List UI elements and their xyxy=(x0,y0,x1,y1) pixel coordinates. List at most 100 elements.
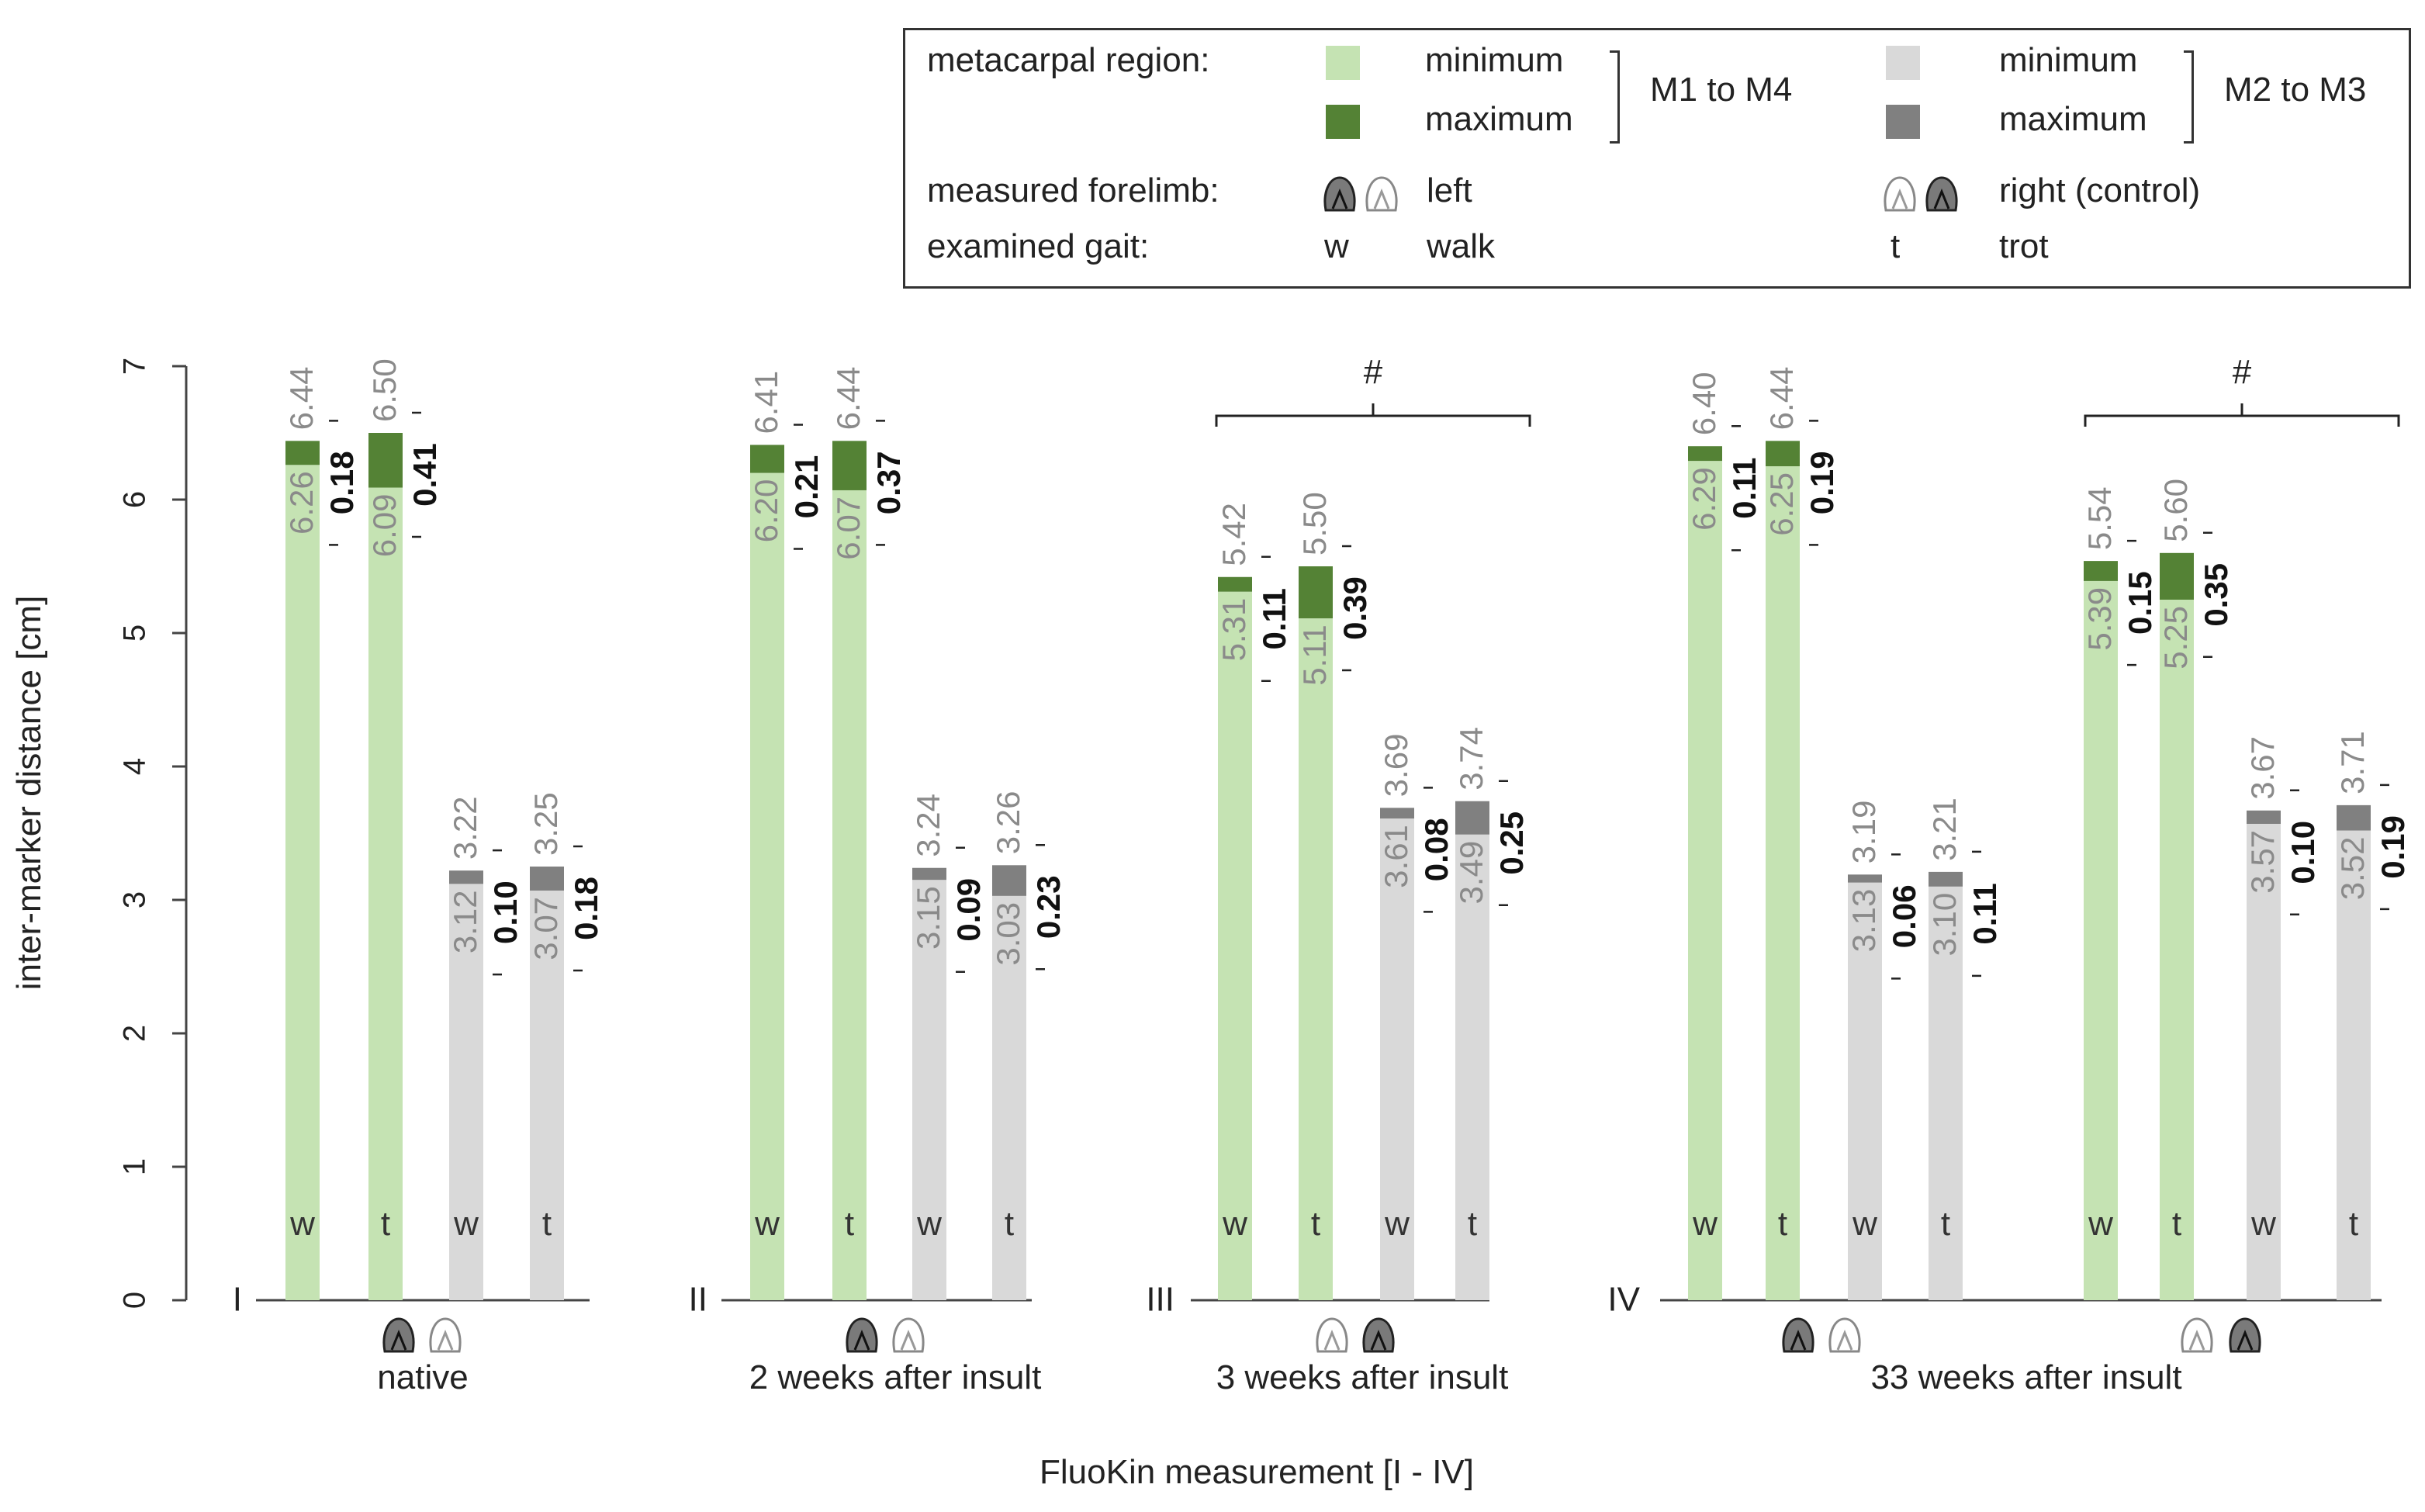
bar-min-label: 3.57 xyxy=(2244,830,2281,894)
bar-diff-label: 0.08 xyxy=(1418,818,1455,881)
bar-diff-label: 0.18 xyxy=(323,451,360,514)
diff-bracket xyxy=(1891,853,1901,980)
bar-min-label: 3.52 xyxy=(2334,837,2371,901)
y-tick-label: 6 xyxy=(118,491,152,508)
bar-range xyxy=(832,441,867,490)
bar-max-label: 5.42 xyxy=(1216,503,1252,566)
bar-range xyxy=(2084,561,2118,581)
bar-diff-label: 0.41 xyxy=(406,443,443,507)
bar-minimum xyxy=(368,487,403,1300)
bar-minimum xyxy=(2247,823,2281,1300)
hoof-light-icon xyxy=(1316,1317,1348,1353)
legend-grey-max-label: maximum xyxy=(1999,100,2147,138)
legend-t-symbol: t xyxy=(1891,227,1901,265)
group-label: 3 weeks after insult xyxy=(1216,1358,1509,1396)
bar-minimum xyxy=(1848,882,1882,1300)
legend-region-label: metacarpal region: xyxy=(927,41,1210,79)
bar-min-label: 6.07 xyxy=(830,497,867,560)
diff-bracket xyxy=(1731,424,1741,552)
bar-min-label: 3.49 xyxy=(1453,841,1489,905)
bar-diff-label: 0.23 xyxy=(1030,875,1067,939)
bar-min-label: 6.09 xyxy=(366,494,403,558)
diff-bracket xyxy=(1972,850,1981,977)
bar-max-label: 6.44 xyxy=(830,367,867,431)
bar-range xyxy=(750,445,784,473)
legend-m1-m4: M1 to M4 xyxy=(1650,71,1793,109)
bar-gait-label: t xyxy=(542,1205,552,1243)
bar-max-label: 6.40 xyxy=(1686,372,1722,435)
y-tick-label: 1 xyxy=(118,1158,152,1175)
bar-min-label: 3.07 xyxy=(528,897,564,960)
bar-max-label: 5.60 xyxy=(2157,479,2194,542)
bar-minimum xyxy=(1455,834,1489,1300)
legend-walk-label: walk xyxy=(1427,227,1496,265)
legend-bracket-m1m4 xyxy=(1610,50,1620,144)
bar-minimum xyxy=(2337,830,2371,1300)
bar-gait-label: w xyxy=(2088,1205,2113,1243)
bar-max-label: 3.74 xyxy=(1453,727,1489,791)
diff-bracket xyxy=(876,420,885,546)
bar-max-label: 3.22 xyxy=(447,796,483,860)
diff-bracket xyxy=(1036,844,1045,971)
legend-forelimb-label: measured forelimb: xyxy=(927,171,1219,209)
legend-trot-label: trot xyxy=(1999,227,2049,265)
bar-minimum xyxy=(1688,461,1722,1300)
bar-range xyxy=(912,867,946,881)
diff-bracket xyxy=(1809,420,1818,546)
diff-bracket xyxy=(2380,784,2389,911)
bar-range xyxy=(449,870,483,884)
bar-gait-label: t xyxy=(1941,1205,1950,1243)
bar-min-label: 3.10 xyxy=(1926,893,1963,957)
bar-min-label: 3.12 xyxy=(447,890,483,953)
bar-gait-label: w xyxy=(2250,1205,2276,1243)
y-axis-title: inter-marker distance [cm] xyxy=(10,596,48,991)
bar-gait-label: w xyxy=(1692,1205,1718,1243)
bar-max-label: 3.67 xyxy=(2244,736,2281,800)
significance-mark: # xyxy=(1364,353,1383,391)
y-tick-label: 4 xyxy=(118,758,152,775)
legend-bracket-m2m3 xyxy=(2184,50,2194,144)
legend-gait-label: examined gait: xyxy=(927,227,1150,265)
bar-max-label: 3.19 xyxy=(1846,801,1882,864)
legend: metacarpal region: minimum maximum M1 to… xyxy=(903,28,2411,289)
bar-min-label: 3.03 xyxy=(990,902,1026,966)
bar-gait-label: w xyxy=(289,1205,315,1243)
bar-minimum xyxy=(832,490,867,1301)
bar-minimum xyxy=(1929,886,1963,1300)
bar-gait-label: w xyxy=(453,1205,479,1243)
y-tick-label: 5 xyxy=(118,625,152,642)
bar-gait-label: t xyxy=(1468,1205,1477,1243)
bar-gait-label: t xyxy=(381,1205,390,1243)
bar-diff-label: 0.11 xyxy=(1256,588,1292,649)
bar-minimum xyxy=(1299,618,1333,1300)
legend-grey-min-swatch xyxy=(1886,46,1920,80)
bar-gait-label: t xyxy=(1778,1205,1787,1243)
bar-gait-label: t xyxy=(845,1205,854,1243)
group-label: 33 weeks after insult xyxy=(1870,1358,2181,1396)
bar-max-label: 6.41 xyxy=(748,371,784,434)
bar-gait-label: w xyxy=(1852,1205,1877,1243)
bar-gait-label: t xyxy=(2349,1205,2358,1243)
bar-min-label: 6.29 xyxy=(1686,467,1722,531)
legend-green-max-label: maximum xyxy=(1425,100,1573,138)
bar-range xyxy=(1299,566,1333,619)
bar-gait-label: w xyxy=(1222,1205,1247,1243)
bar-max-label: 3.21 xyxy=(1926,798,1963,861)
hoof-light-icon xyxy=(2181,1317,2213,1353)
group-roman-numeral: II xyxy=(689,1281,707,1319)
hoof-dark-icon xyxy=(1362,1317,1395,1353)
bar-range xyxy=(1688,446,1722,462)
bar-max-label: 3.69 xyxy=(1378,734,1414,798)
legend-green-min-label: minimum xyxy=(1425,41,1564,79)
bar-minimum xyxy=(285,465,320,1300)
bar-gait-label: t xyxy=(2172,1205,2181,1243)
diff-bracket xyxy=(2127,539,2136,666)
x-axis-title: FluoKin measurement [I - IV] xyxy=(1040,1453,1474,1491)
bar-range xyxy=(2160,552,2194,600)
bar-diff-label: 0.15 xyxy=(2122,571,2158,635)
bar-range xyxy=(1455,801,1489,835)
bar-max-label: 6.50 xyxy=(366,358,403,422)
bar-gait-label: t xyxy=(1005,1205,1014,1243)
bar-minimum xyxy=(992,895,1026,1300)
bar-diff-label: 0.11 xyxy=(1726,457,1763,518)
